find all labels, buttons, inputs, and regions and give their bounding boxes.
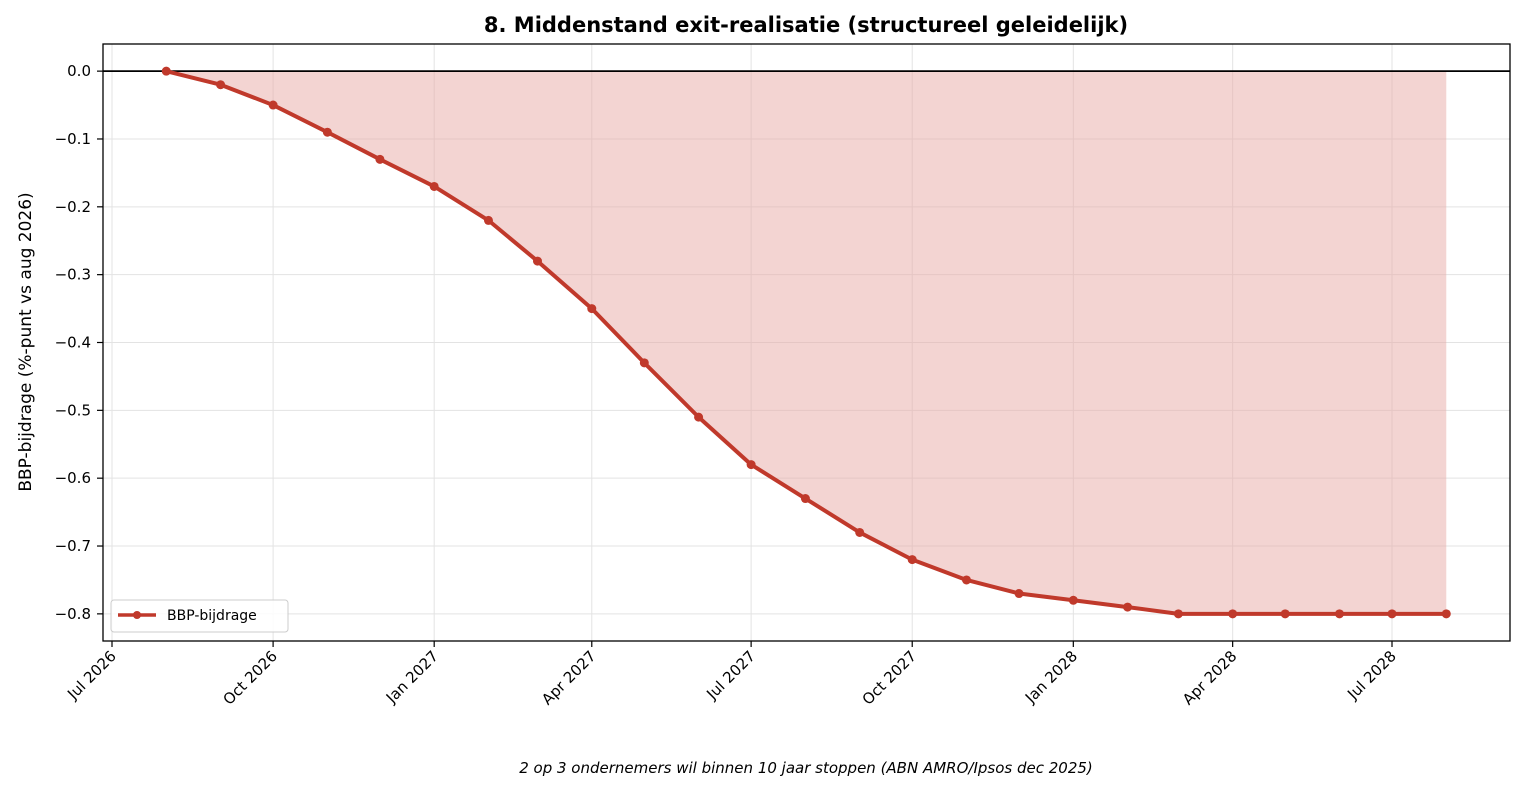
y-tick-label: −0.2 (55, 198, 91, 216)
series-area (166, 71, 1447, 614)
data-point (1173, 609, 1183, 619)
data-point (1068, 595, 1078, 605)
y-tick-label: −0.6 (55, 469, 91, 487)
data-point (268, 100, 278, 110)
y-tick-label: −0.7 (55, 537, 91, 555)
y-axis-label: BBP-bijdrage (%-punt vs aug 2026) (16, 192, 36, 491)
data-point (694, 412, 704, 422)
data-point (161, 66, 171, 76)
chart-title: 8. Middenstand exit-realisatie (structur… (484, 13, 1128, 37)
y-tick-label: −0.1 (55, 130, 91, 148)
y-axis: 0.0 −0.1 −0.2 −0.3 −0.4 −0.5 −0.6 −0.7 −0.8 (55, 62, 103, 623)
y-tick-label: −0.8 (55, 605, 91, 623)
data-point (746, 460, 756, 470)
data-point (855, 527, 865, 537)
legend-box (110, 599, 289, 633)
x-tick-label: Jul 2026 (63, 647, 120, 704)
x-tick-label: Jan 2027 (382, 647, 442, 707)
area-layer (166, 71, 1447, 614)
y-tick-label: −0.5 (55, 401, 91, 419)
data-point (532, 256, 542, 266)
data-point (1387, 609, 1397, 619)
x-tick-label: Jan 2028 (1021, 647, 1081, 707)
data-point (907, 555, 917, 565)
x-tick-label: Apr 2027 (538, 647, 599, 708)
data-point (1280, 609, 1290, 619)
x-tick-label: Jul 2028 (1343, 647, 1400, 704)
data-point (587, 304, 597, 314)
legend-marker (133, 611, 141, 619)
data-point (1123, 602, 1133, 612)
data-point (962, 575, 972, 585)
points-layer (161, 66, 1451, 619)
data-point (1441, 609, 1451, 619)
data-point (375, 154, 385, 164)
data-point (1014, 589, 1024, 599)
legend-label: BBP-bijdrage (167, 608, 257, 624)
data-point (429, 181, 439, 191)
data-point (1334, 609, 1344, 619)
x-tick-label: Apr 2028 (1179, 647, 1240, 708)
data-point (322, 127, 332, 137)
legend: BBP-bijdrage (110, 599, 289, 633)
x-tick-label: Jul 2027 (702, 647, 759, 704)
y-tick-label: 0.0 (67, 62, 91, 80)
chart-caption: 2 op 3 ondernemers wil binnen 10 jaar st… (519, 759, 1093, 777)
data-point (483, 215, 493, 225)
data-point (639, 358, 649, 368)
data-point (800, 494, 810, 504)
data-point (216, 80, 226, 90)
data-point (1228, 609, 1238, 619)
x-tick-label: Oct 2026 (219, 647, 280, 708)
y-tick-label: −0.3 (55, 266, 91, 284)
x-axis: Jul 2026 Oct 2026 Jan 2027 Apr 2027 Jul 2027… (63, 641, 1400, 709)
x-tick-label: Oct 2027 (859, 647, 920, 708)
y-tick-label: −0.4 (55, 334, 91, 352)
